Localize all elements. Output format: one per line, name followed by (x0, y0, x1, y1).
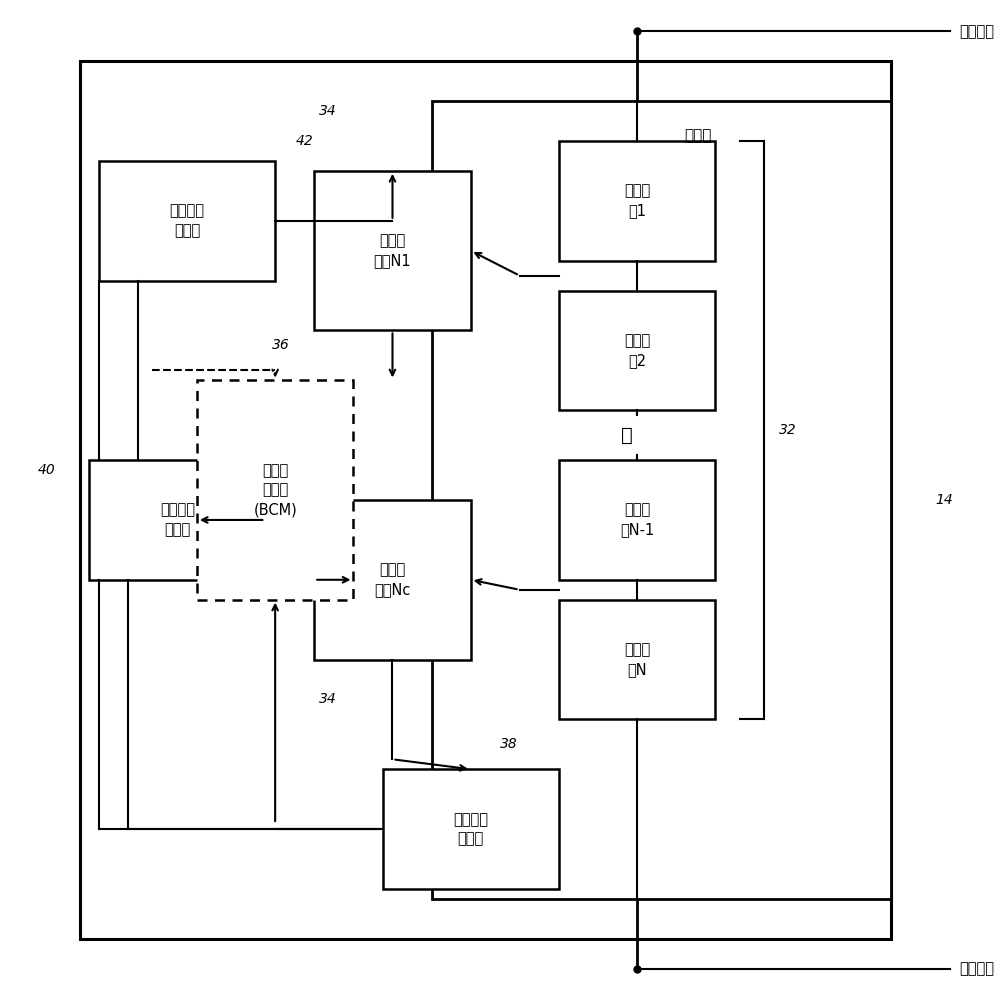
Text: 34: 34 (319, 692, 337, 706)
Text: 40: 40 (37, 463, 55, 477)
Text: 电池单
元N-1: 电池单 元N-1 (620, 503, 654, 537)
Bar (432, 101, 891, 899)
Text: 32: 32 (779, 423, 796, 437)
Bar (559, 460, 715, 580)
Text: 传感器
模块N1: 传感器 模块N1 (374, 233, 411, 268)
Bar (80, 61, 891, 939)
Bar (314, 500, 471, 660)
Text: 电池控
制模块
(BCM): 电池控 制模块 (BCM) (253, 463, 297, 517)
Bar (89, 460, 265, 580)
Text: 电池单
元2: 电池单 元2 (624, 333, 650, 368)
Text: 电池组温
度测量: 电池组温 度测量 (170, 203, 205, 238)
Text: 电池组电
流测量: 电池组电 流测量 (453, 812, 488, 846)
Bar (559, 141, 715, 261)
Bar (383, 769, 559, 889)
Bar (559, 291, 715, 410)
Text: 电池单
元N: 电池单 元N (624, 642, 650, 677)
Text: 42: 42 (296, 134, 313, 148)
Text: 正极端子: 正极端子 (960, 24, 995, 39)
Bar (559, 600, 715, 719)
Text: 电池组电
压测量: 电池组电 压测量 (160, 503, 195, 537)
Text: 36: 36 (272, 338, 290, 352)
Text: 电池单
元1: 电池单 元1 (624, 183, 650, 218)
Text: 负极端子: 负极端子 (960, 961, 995, 976)
Text: 电池组: 电池组 (684, 129, 712, 144)
Bar (197, 380, 353, 600)
Text: 38: 38 (500, 737, 518, 751)
Text: ～: ～ (621, 426, 633, 445)
Text: 14: 14 (935, 493, 953, 507)
Text: 传感器
模块Nc: 传感器 模块Nc (374, 562, 411, 597)
Text: 34: 34 (319, 104, 337, 118)
Bar (99, 161, 275, 281)
Bar (314, 171, 471, 330)
